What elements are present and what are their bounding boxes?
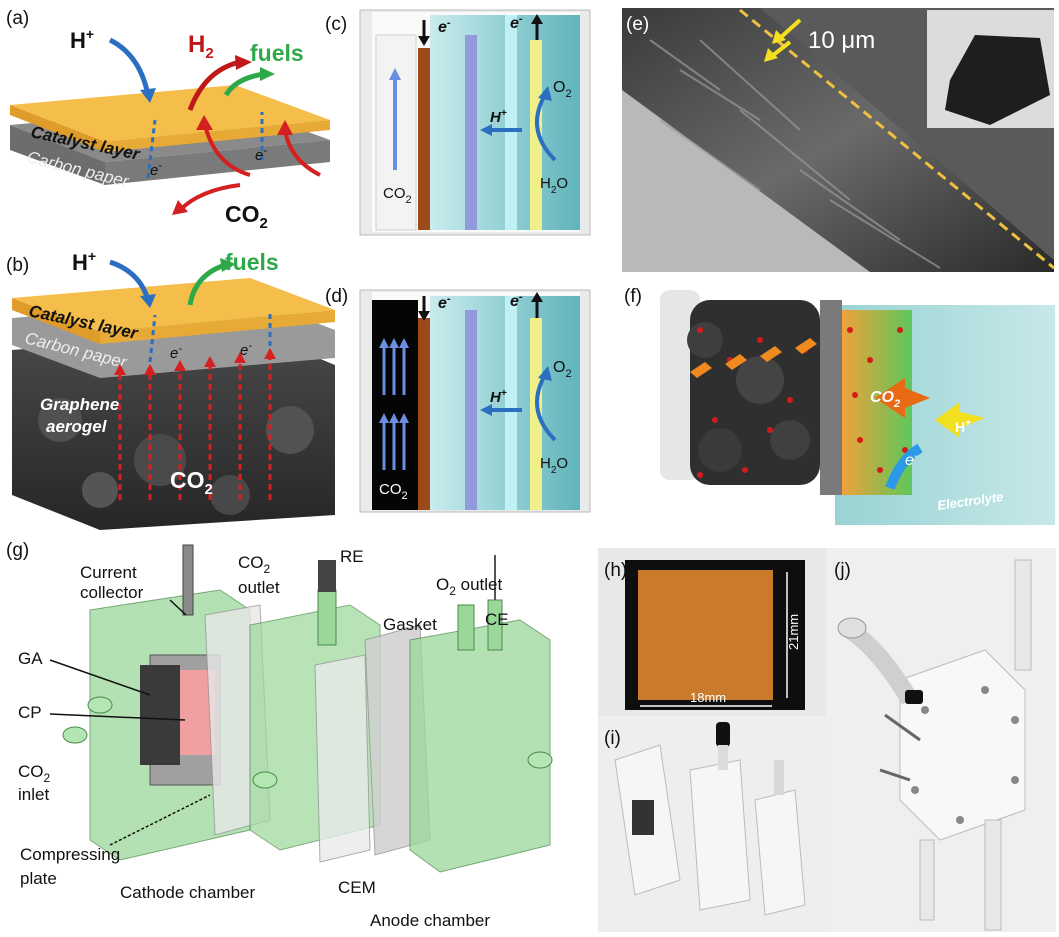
panel-f-letter: (f)	[624, 286, 642, 307]
panel-b-letter: (b)	[6, 255, 29, 276]
panel-j: (j)	[826, 548, 1056, 932]
co2-label: CO2	[225, 201, 268, 232]
reference-electrode	[318, 560, 336, 592]
current-collector	[182, 544, 194, 616]
proton-arrow	[108, 37, 151, 96]
fuels-label: fuels	[225, 249, 279, 275]
catalyst-layer	[12, 278, 335, 332]
aerogel-label: aerogel	[46, 417, 108, 436]
fuels-arrow	[223, 71, 265, 97]
co2-inlet-label-2: inlet	[18, 785, 49, 804]
dimension-width: 18mm	[690, 690, 726, 705]
h2o-label: H2O	[540, 455, 568, 476]
panel-d: (d) CO2 e- e- H+ O2	[325, 286, 591, 513]
proton-label: H+	[72, 248, 96, 275]
aerogel-sample	[945, 35, 1050, 125]
proton-label: H+	[70, 26, 94, 53]
proton-label: H+	[490, 108, 507, 126]
panel-e-letter: (e)	[626, 14, 649, 35]
cp-label: CP	[18, 703, 42, 722]
panel-h-letter: (h)	[604, 560, 627, 581]
cathode-chamber-label: Cathode chamber	[120, 883, 255, 902]
anode-chamber	[409, 619, 551, 873]
carbon-paper-layer	[820, 300, 842, 495]
panel-g-letter: (g)	[6, 540, 29, 561]
electron-label: e-	[240, 340, 252, 359]
co2-label: CO2	[870, 389, 900, 410]
panel-e: 10 μm (e)	[622, 8, 1055, 272]
co2-outlet-label: CO2	[238, 553, 271, 576]
co2-flow-arrows	[382, 345, 406, 470]
current-collector-label: Current	[80, 563, 137, 582]
membrane	[465, 35, 477, 230]
anode-electrode	[530, 318, 542, 510]
ce-label: CE	[485, 610, 509, 629]
electron-label: e-	[170, 343, 182, 362]
electron-label: e-	[510, 13, 523, 32]
proton-arrow	[935, 402, 985, 438]
electron-arrow	[885, 443, 923, 490]
assembled-cell	[899, 649, 1026, 841]
co2-flow-arrows	[118, 356, 272, 500]
h2-label: H2	[188, 31, 214, 62]
electron-label: e-	[255, 145, 267, 164]
co2-label: CO2	[170, 467, 213, 498]
fuels-label: fuels	[250, 40, 304, 66]
dimension-height: 21mm	[786, 614, 801, 650]
boundary-line	[739, 8, 1055, 270]
electron-label: e-	[438, 17, 451, 36]
anode-chamber-label: Anode chamber	[370, 911, 490, 930]
panel-j-letter: (j)	[834, 560, 851, 581]
graphene-aerogel	[140, 665, 180, 765]
cem	[314, 654, 371, 863]
panel-i-letter: (i)	[604, 728, 621, 749]
graphene-label: Graphene	[40, 395, 119, 414]
o2-label: O2	[553, 359, 572, 380]
ga-label: GA	[18, 649, 43, 668]
catalyst-layer	[10, 85, 330, 142]
panel-g: (g) Current collector CO2	[6, 540, 553, 930]
panel-d-letter: (d)	[325, 286, 348, 307]
proton-label: H+	[490, 388, 507, 406]
panel-c-letter: (c)	[325, 14, 347, 35]
panel-f: (f) CO2 H+ e- Electrolyte	[624, 286, 1055, 525]
co2-outlet-label-2: outlet	[238, 578, 280, 597]
h2-arrow	[187, 59, 241, 111]
electron-label: e-	[438, 293, 451, 312]
cem-label: CEM	[338, 878, 376, 897]
co2-label: CO2	[383, 185, 412, 206]
proton-label: H+	[955, 418, 971, 435]
panel-a: (a) Catalyst layer Carbon paper H+ H2 fu…	[6, 8, 330, 232]
panel-h: 21mm 18mm (h)	[598, 548, 826, 716]
catalyst-sample	[638, 570, 773, 700]
o2-label: O2	[553, 79, 572, 100]
compressing-plate-label-2: plate	[20, 869, 57, 888]
compressing-plate-label: Compressing	[20, 845, 120, 864]
electron-label: e-	[150, 160, 162, 179]
co2-inlet-label: CO2	[18, 762, 51, 785]
o2-outlet-label: O2 outlet	[436, 575, 503, 598]
co2-label: CO2	[379, 481, 408, 502]
current-collector-label-2: collector	[80, 583, 144, 602]
re-label: RE	[340, 547, 364, 566]
panel-i: (i)	[598, 716, 826, 932]
electron-label: e-	[510, 291, 523, 310]
scale-bar-label: 10 μm	[808, 27, 875, 54]
copper-electrode	[418, 48, 430, 230]
panel-b: (b) Catalyst layer Carbon paper Graphene…	[6, 248, 335, 530]
co2-arrow	[875, 378, 930, 418]
electron-label: e-	[905, 451, 918, 469]
copper-electrode	[418, 318, 430, 510]
gasket-label: Gasket	[383, 615, 437, 634]
membrane	[465, 310, 477, 510]
h2o-label: H2O	[540, 175, 568, 196]
graphene-aerogel-block	[372, 300, 418, 510]
panel-a-letter: (a)	[6, 8, 29, 29]
anode-electrode	[530, 40, 542, 230]
panel-c: (c) e- e- CO2 H+ O2 H2O	[325, 9, 591, 236]
